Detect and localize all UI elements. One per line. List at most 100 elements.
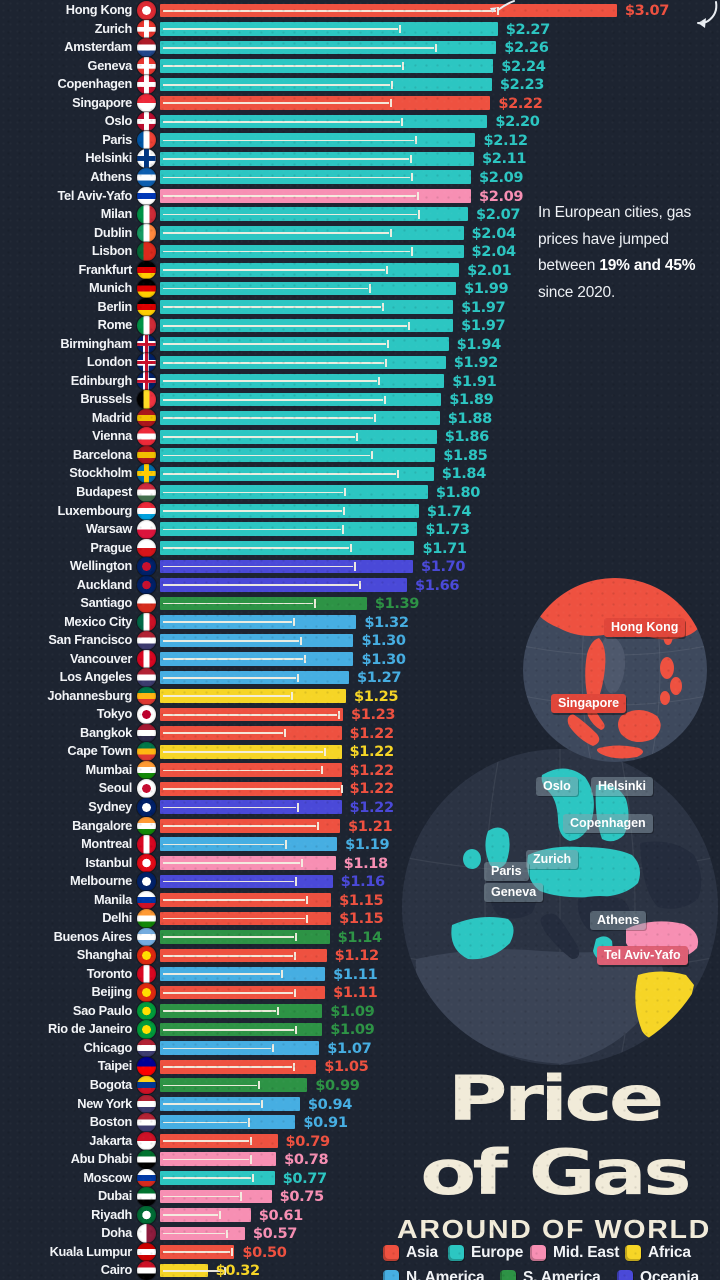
row-mexico-city: Mexico City $1.32 xyxy=(0,612,720,632)
whisker-tick xyxy=(281,970,284,979)
city-label: Paris xyxy=(102,131,132,147)
whisker-line xyxy=(163,751,324,753)
vienna-flag-icon xyxy=(137,427,156,446)
whisker-tick xyxy=(343,488,346,497)
whisker-tick xyxy=(284,840,287,849)
city-label: Bangalore xyxy=(72,817,132,833)
city-label: Birmingham xyxy=(60,335,132,351)
whisker-tick xyxy=(386,265,389,275)
legend-label: N. America xyxy=(406,1269,485,1280)
whisker-line xyxy=(163,695,291,698)
city-label: Athens xyxy=(90,169,132,184)
city-label: Dublin xyxy=(93,224,132,240)
map-iberia xyxy=(451,917,514,960)
row-copenhagen: Copenhagen $2.23 xyxy=(0,75,720,94)
cape-town-flag-icon xyxy=(137,742,156,761)
row-vienna: Vienna $1.86 xyxy=(0,427,720,446)
value-abu-dhabi: $0.78 xyxy=(284,1151,329,1169)
city-label: Lisbon xyxy=(91,243,132,259)
whisker-line xyxy=(163,1084,257,1087)
row-berlin: Berlin $1.97 xyxy=(0,297,720,317)
value-seoul: $1.22 xyxy=(349,780,395,798)
map-label-helsinki: Helsinki xyxy=(591,777,653,796)
brussels-flag-icon xyxy=(137,390,156,409)
whisker-tick xyxy=(417,191,420,201)
row-kuala-lumpur: Kuala Lumpur $0.50 xyxy=(0,1242,720,1262)
row-warsaw: Warsaw $1.73 xyxy=(0,520,720,539)
value-vancouver: $1.30 xyxy=(361,650,406,668)
map-eastern-europe xyxy=(640,841,702,909)
city-label: Shanghai xyxy=(76,947,133,963)
row-lisbon: Lisbon $2.04 xyxy=(0,242,720,261)
value-taipei: $1.05 xyxy=(324,1058,369,1076)
whisker-tick xyxy=(257,1081,260,1090)
value-los-angeles: $1.27 xyxy=(356,669,402,687)
map-philippines-3 xyxy=(660,691,670,705)
whisker-tick xyxy=(434,43,437,52)
milan-flag-icon xyxy=(137,205,156,224)
whisker-line xyxy=(163,658,304,661)
city-label: Tel Aviv-Yafo xyxy=(57,187,132,203)
whisker-line xyxy=(163,1232,225,1235)
value-athens: $2.09 xyxy=(478,169,524,186)
whisker-tick xyxy=(338,710,341,719)
city-label: Manila xyxy=(93,891,132,907)
boston-flag-icon xyxy=(137,1113,156,1132)
johannesburg-flag-icon xyxy=(137,686,156,706)
row-abu-dhabi: Abu Dhabi $0.78 xyxy=(0,1150,720,1169)
dubai-flag-icon xyxy=(137,1187,156,1206)
whisker-line xyxy=(163,1269,224,1272)
city-label: Riyadh xyxy=(91,1206,132,1222)
note-text-end: since 2020. xyxy=(538,283,616,301)
value-san-francisco: $1.30 xyxy=(361,632,406,650)
whisker-tick xyxy=(300,636,303,645)
city-label: Singapore xyxy=(72,94,132,110)
whisker-tick xyxy=(272,1044,275,1053)
row-san-francisco: San Francisco $1.30 xyxy=(0,631,720,650)
row-cairo: Cairo $0.32 xyxy=(0,1261,720,1280)
row-wellington: Wellington $1.70 xyxy=(0,557,720,576)
whisker-tick xyxy=(296,673,299,682)
whisker-line xyxy=(163,176,410,179)
row-santiago: Santiago $1.39 xyxy=(0,594,720,613)
value-london: $1.92 xyxy=(453,354,499,372)
los-angeles-flag-icon xyxy=(137,668,156,687)
value-manila: $1.15 xyxy=(339,891,384,909)
city-label: Istanbul xyxy=(85,854,132,870)
value-buenos-aires: $1.14 xyxy=(337,928,383,946)
row-hong-kong: Hong Kong $3.07 xyxy=(0,1,720,20)
auckland-flag-icon xyxy=(137,575,156,595)
chicago-flag-icon xyxy=(137,1038,156,1058)
whisker-tick xyxy=(401,117,404,126)
map-france xyxy=(490,880,536,919)
whisker-tick xyxy=(304,655,307,664)
row-chicago: Chicago $1.07 xyxy=(0,1038,720,1058)
map-egypt xyxy=(635,971,694,1040)
row-edinburgh: Edinburgh $1.91 xyxy=(0,371,720,391)
row-birmingham: Birmingham $1.94 xyxy=(0,334,720,354)
value-bangkok: $1.22 xyxy=(349,724,395,742)
map-label-singapore: Singapore xyxy=(551,694,627,713)
whisker-line xyxy=(163,398,383,401)
taipei-flag-icon xyxy=(137,1057,156,1076)
new-york-flag-icon xyxy=(137,1094,156,1113)
whisker-tick xyxy=(261,1099,264,1108)
row-new-york: New York $0.94 xyxy=(0,1094,720,1114)
row-bangkok: Bangkok $1.22 xyxy=(0,723,720,743)
london-flag-icon xyxy=(137,353,156,372)
tel-aviv-yafo-flag-icon xyxy=(137,186,156,206)
city-label: Luxembourg xyxy=(57,502,133,518)
value-doha: $0.57 xyxy=(252,1225,298,1243)
berlin-flag-icon xyxy=(137,297,156,317)
whisker-line xyxy=(163,232,389,234)
whisker-line xyxy=(163,250,410,253)
city-label: Vienna xyxy=(92,428,132,444)
whisker-line xyxy=(163,769,320,772)
paris-flag-icon xyxy=(137,130,156,150)
row-delhi: Delhi $1.15 xyxy=(0,909,720,928)
city-label: Stockholm xyxy=(69,465,132,481)
legend-swatch-europe xyxy=(448,1245,464,1261)
city-label: Boston xyxy=(89,1114,133,1130)
barcelona-flag-icon xyxy=(137,445,156,465)
